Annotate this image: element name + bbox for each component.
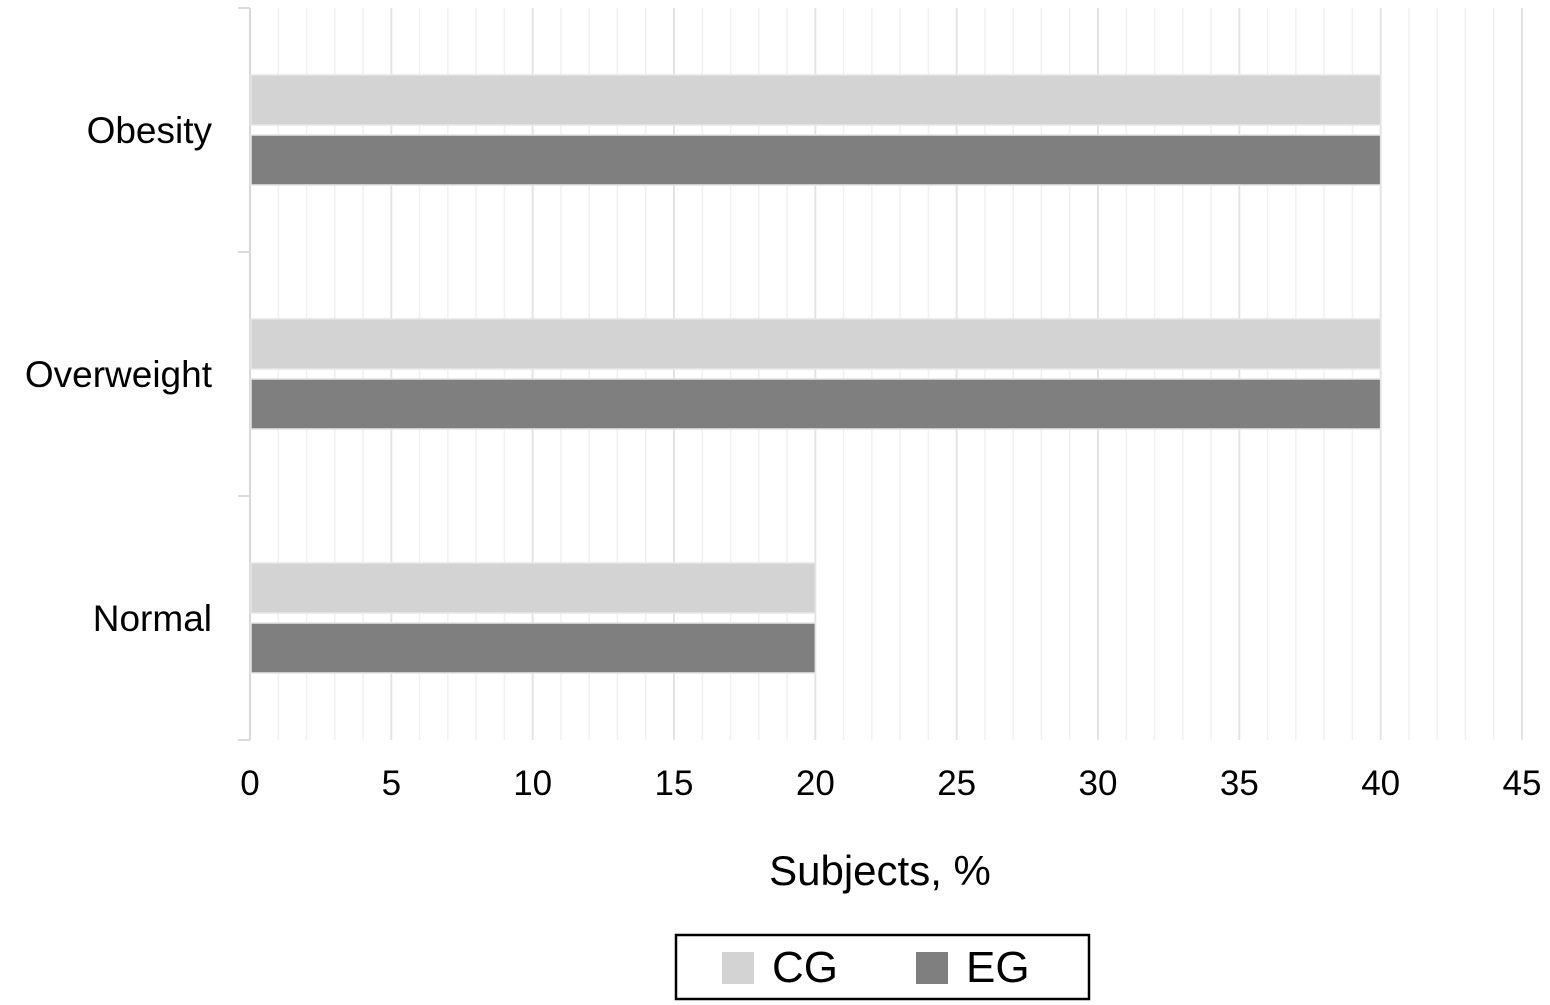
bar-eg-overweight <box>250 378 1382 430</box>
category-label-normal: Normal <box>93 598 212 639</box>
x-tick-label: 20 <box>796 764 835 803</box>
x-tick-labels: 0 5 10 15 20 25 30 35 40 45 <box>240 764 1541 803</box>
category-labels: Obesity Overweight Normal <box>25 110 213 639</box>
x-tick-label: 5 <box>382 764 401 803</box>
category-label-obesity: Obesity <box>87 110 213 151</box>
x-tick-label: 40 <box>1361 764 1400 803</box>
bar-cg-obesity <box>250 74 1382 126</box>
legend-label-cg: CG <box>772 943 838 992</box>
x-tick-label: 35 <box>1220 764 1259 803</box>
x-tick-label: 10 <box>513 764 552 803</box>
bar-eg-obesity <box>250 134 1382 186</box>
x-tick-label: 15 <box>655 764 694 803</box>
bars <box>250 74 1382 674</box>
legend: CG EG <box>674 933 1091 1001</box>
bar-cg-normal <box>250 562 817 614</box>
y-axis-ticks <box>238 7 250 741</box>
gridlines <box>277 8 1523 740</box>
x-tick-label: 25 <box>937 764 976 803</box>
x-tick-label: 0 <box>240 764 259 803</box>
bar-eg-normal <box>250 622 817 674</box>
x-tick-label: 45 <box>1503 764 1542 803</box>
x-axis-title: Subjects, % <box>769 847 991 894</box>
x-tick-label: 30 <box>1079 764 1118 803</box>
bar-cg-overweight <box>250 318 1382 370</box>
legend-label-eg: EG <box>966 943 1030 992</box>
legend-swatch-cg <box>722 952 754 984</box>
category-label-overweight: Overweight <box>25 354 213 395</box>
legend-swatch-eg <box>916 952 948 984</box>
